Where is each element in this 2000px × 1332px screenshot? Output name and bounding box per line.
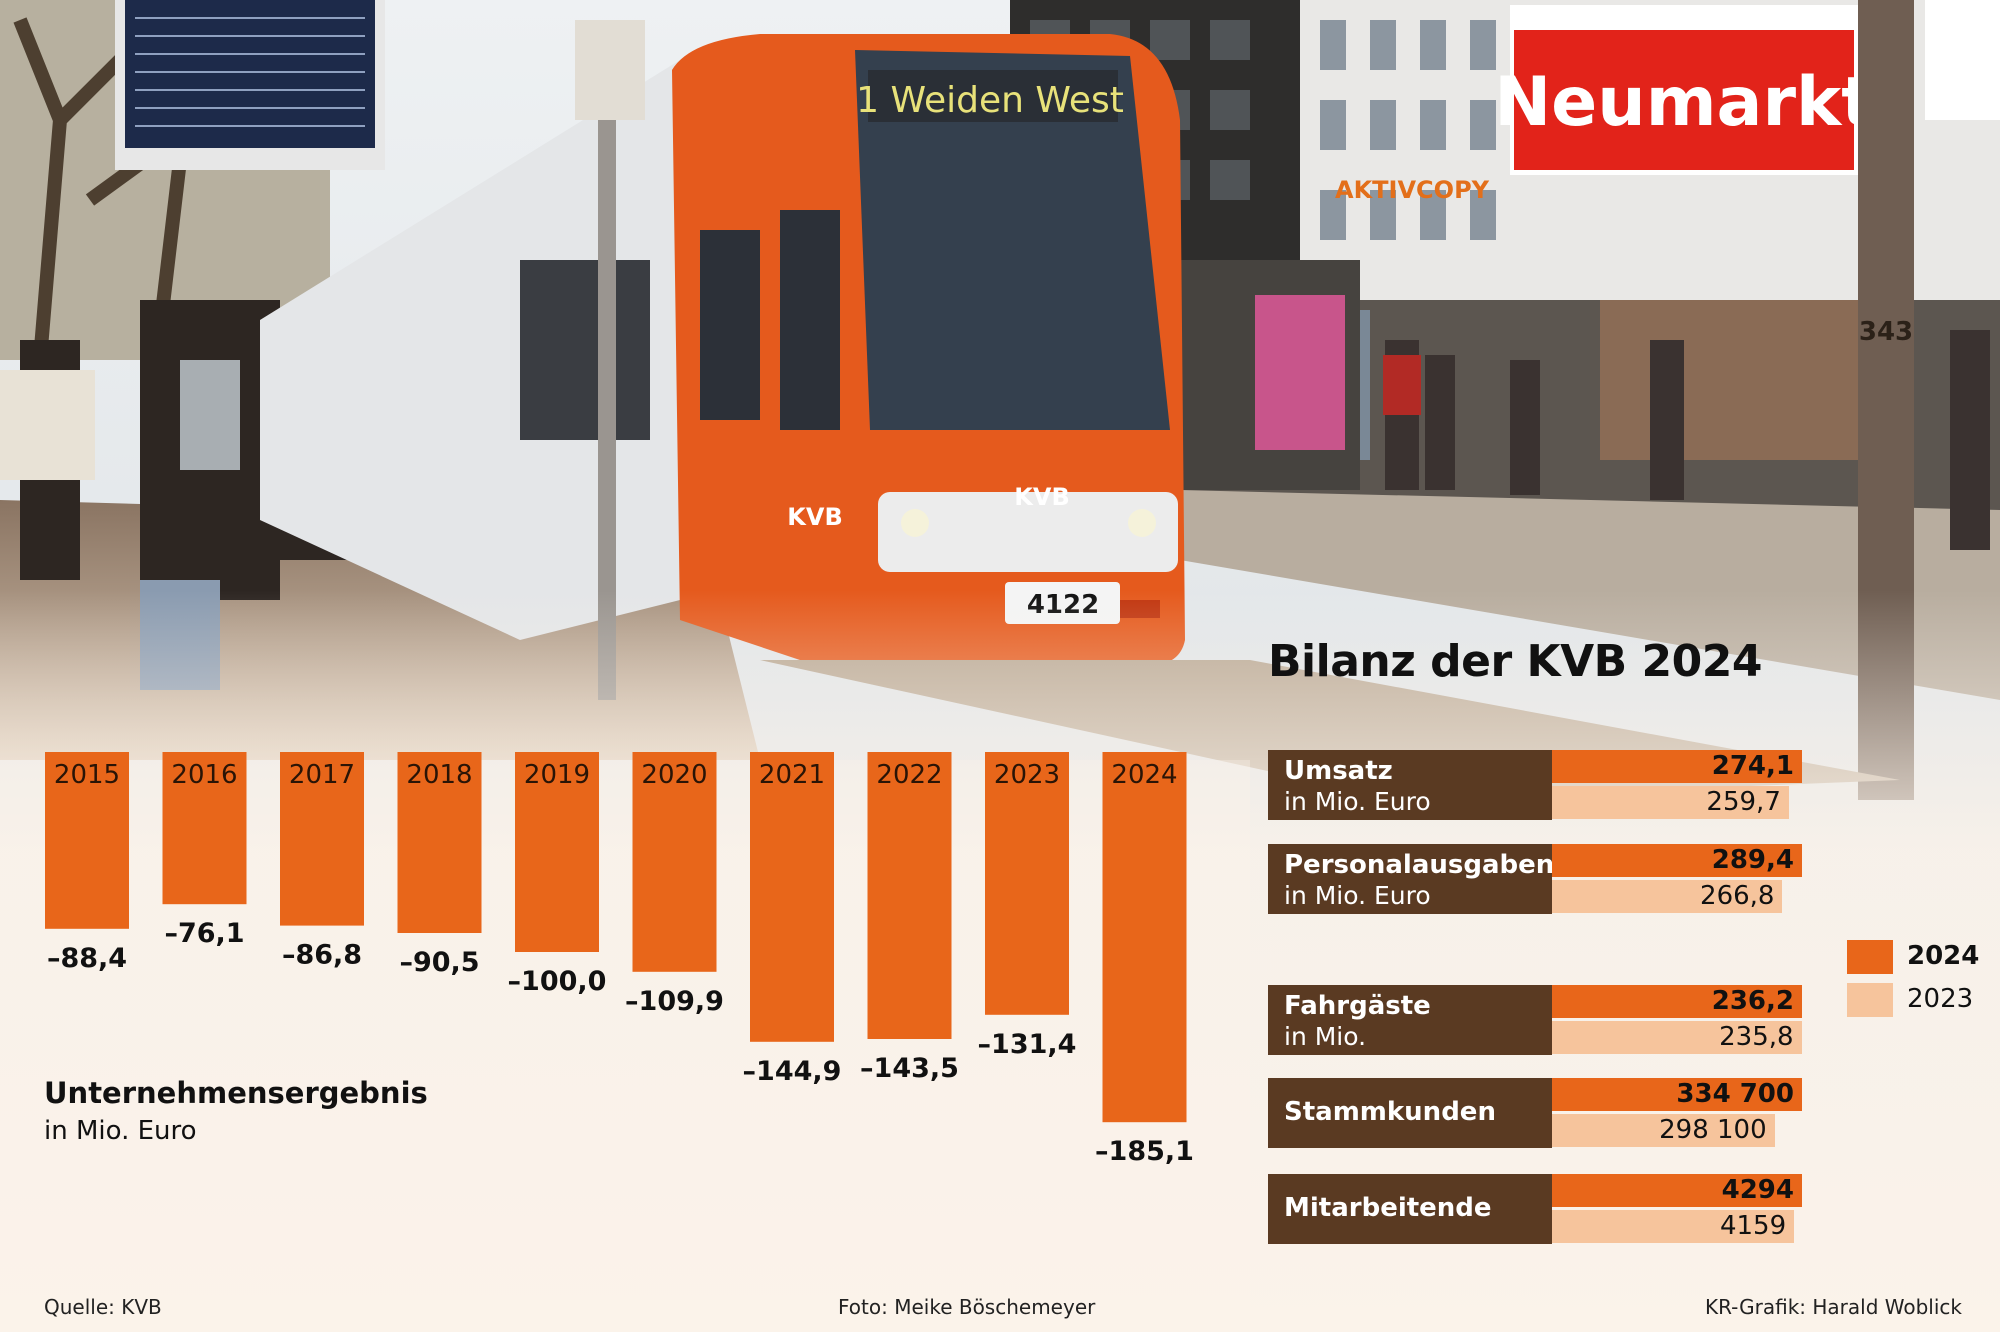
result-year-label-2023: 2023 [994, 760, 1060, 790]
result-year-label-2022: 2022 [876, 760, 942, 790]
kpi-bar-2023: 4159 [1552, 1210, 1795, 1243]
legend-swatch-2024 [1847, 940, 1893, 974]
result-value-label-2021: –144,9 [743, 1056, 842, 1087]
kpi-bar-2023: 235,8 [1552, 1021, 1802, 1054]
result-year-label-2019: 2019 [524, 760, 590, 790]
result-bar-2016 [162, 752, 247, 905]
result-bar-2022 [867, 752, 952, 1039]
tram-rear-car [260, 60, 680, 640]
kpi-bar-2023-value: 266,8 [1700, 881, 1775, 911]
result-value-label-2018: –90,5 [399, 947, 479, 978]
station-sign-text: Neumarkt [1494, 63, 1873, 142]
kpi-bar-2024-value: 334 700 [1676, 1079, 1794, 1109]
result-chart-title: Unternehmensergebnis [44, 1076, 428, 1110]
result-chart-subtitle: in Mio. Euro [44, 1116, 197, 1146]
result-bar-2020 [632, 752, 717, 972]
building-windows [1320, 20, 1496, 240]
result-year-label-2024: 2024 [1111, 760, 1177, 790]
result-bar-2019 [515, 752, 599, 952]
result-bar-2024 [1102, 752, 1187, 1123]
line-sign [1925, 0, 2000, 120]
kpi-bar-2023: 266,8 [1552, 880, 1783, 913]
ad-poster [1255, 295, 1345, 450]
kvb-logo: KVB [1014, 483, 1069, 511]
kpi-bar-2024-value: 274,1 [1711, 751, 1794, 781]
kpi-bar-2023-value: 259,7 [1706, 787, 1781, 817]
result-year-label-2018: 2018 [406, 760, 472, 790]
tram-bumper [878, 492, 1178, 572]
kpi-label-box: Mitarbeitende [1268, 1174, 1552, 1244]
kpi-unit: in Mio. [1284, 1022, 1367, 1051]
kpi-bar-2023: 298 100 [1552, 1114, 1775, 1147]
shop-sign: AKTIVCOPY [1335, 176, 1490, 204]
kpi-name: Personalausgaben [1284, 850, 1555, 880]
kpi-name: Fahrgäste [1284, 991, 1431, 1021]
balance-title: Bilanz der KVB 2024 [1268, 636, 1762, 687]
kpi-bar-2024-value: 4294 [1721, 1175, 1794, 1205]
result-bar-2023 [985, 752, 1069, 1015]
kpi-umsatz: Umsatz in Mio. Euro 274,1 259,7 [1268, 750, 1814, 820]
result-bar-2021 [750, 752, 834, 1042]
kpi-bar-2024-value: 236,2 [1711, 986, 1794, 1016]
kpi-name: Mitarbeitende [1284, 1193, 1492, 1223]
graphic-credit: KR-Grafik: Harald Woblick [1704, 1295, 1962, 1319]
pillar-number: 343 [1859, 317, 1913, 347]
kpi-bar-2023-value: 4159 [1719, 1211, 1787, 1241]
result-value-label-2023: –131,4 [978, 1029, 1077, 1060]
kpi-label-box: Umsatz in Mio. Euro [1268, 750, 1552, 820]
kpi-bar-2024: 4294 [1552, 1174, 1802, 1207]
kpi-bar-2024-value: 289,4 [1711, 845, 1794, 875]
tram-stop-pole [598, 20, 616, 700]
result-year-label-2016: 2016 [171, 760, 237, 790]
result-value-label-2019: –100,0 [508, 966, 607, 997]
source-note: Quelle: KVB [44, 1295, 162, 1319]
result-value-label-2020: –109,9 [625, 986, 724, 1017]
kpi-bar-2024: 289,4 [1552, 844, 1802, 877]
kpi-personalausgaben: Personalausgaben in Mio. Euro 289,4 266,8 [1268, 844, 1814, 914]
legend-label-2024: 2024 [1907, 941, 1980, 971]
kpi-unit: in Mio. Euro [1284, 787, 1431, 816]
kpi-bar-2023: 259,7 [1552, 786, 1789, 819]
result-bar-2017 [280, 752, 364, 926]
kpi-label-box: Stammkunden [1268, 1078, 1552, 1148]
result-value-label-2015: –88,4 [47, 943, 127, 974]
result-value-label-2024: –185,1 [1095, 1136, 1194, 1167]
kpi-label-box: Fahrgäste in Mio. [1268, 985, 1552, 1055]
result-value-label-2016: –76,1 [164, 918, 244, 949]
result-value-label-2022: –143,5 [860, 1053, 959, 1084]
kvb-logo-side: KVB [787, 503, 842, 531]
backpack [180, 360, 240, 470]
result-year-label-2017: 2017 [289, 760, 355, 790]
result-year-label-2021: 2021 [759, 760, 825, 790]
kpi-stammkunden: Stammkunden 334 700 298 100 [1268, 1078, 1814, 1148]
kpi-bar-2023-value: 298 100 [1659, 1115, 1767, 1145]
kpi-bar-2024: 236,2 [1552, 985, 1802, 1018]
kpi-bar-2024: 334 700 [1552, 1078, 1802, 1111]
kpi-label-box: Personalausgaben in Mio. Euro [1268, 844, 1555, 914]
kpi-bar-2024: 274,1 [1552, 750, 1802, 783]
kpi-bar-2023-value: 235,8 [1719, 1022, 1794, 1052]
kpi-fahrgäste: Fahrgäste in Mio. 236,2 235,8 [1268, 985, 1814, 1055]
tram-windshield [855, 50, 1170, 430]
station-sign [1514, 30, 1854, 170]
kpi-name: Umsatz [1284, 756, 1393, 786]
kpi-name: Stammkunden [1284, 1097, 1496, 1127]
result-year-label-2020: 2020 [641, 760, 707, 790]
destination-display: 1 Weiden West [856, 80, 1124, 121]
result-value-label-2017: –86,8 [282, 940, 362, 971]
result-bar-2015 [45, 752, 129, 929]
photo-credit: Foto: Meike Böschemeyer [838, 1295, 1096, 1319]
legend-swatch-2023 [1847, 983, 1893, 1017]
result-year-label-2015: 2015 [54, 760, 120, 790]
result-bar-2018 [397, 752, 482, 933]
kpi-mitarbeitende: Mitarbeitende 4294 4159 [1268, 1174, 1814, 1244]
kpi-unit: in Mio. Euro [1284, 881, 1431, 910]
legend-label-2023: 2023 [1907, 984, 1974, 1014]
